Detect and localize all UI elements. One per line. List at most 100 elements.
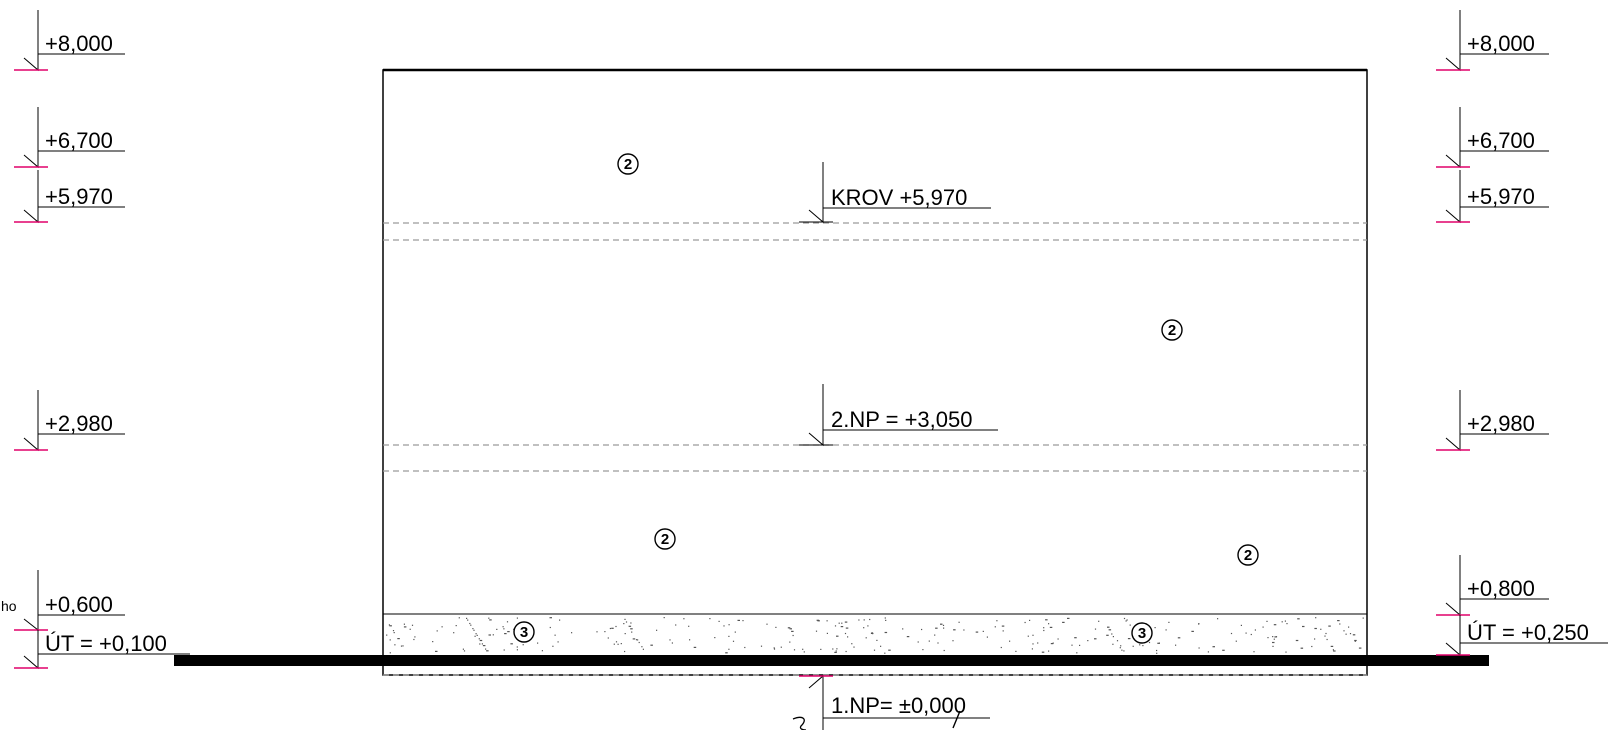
stipple-dot: [466, 617, 468, 619]
stipple-dot: [403, 623, 405, 625]
stipple-dot: [504, 633, 507, 635]
stipple-dot: [549, 626, 551, 629]
stipple-dot: [615, 625, 617, 628]
stipple-dot: [847, 636, 849, 638]
stipple-dot: [885, 619, 887, 621]
stipple-dot: [1285, 651, 1287, 653]
stipple-dot: [888, 649, 891, 651]
level-label: ÚT = +0,100: [45, 631, 167, 656]
stipple-dot: [1245, 632, 1247, 634]
stipple-dot: [507, 631, 510, 633]
stipple-dot: [604, 631, 606, 633]
level-triangle: [808, 674, 824, 689]
stipple-dot: [671, 642, 673, 644]
level-label: +8,000: [45, 31, 113, 56]
stipple-dot: [802, 648, 804, 650]
stipple-dot: [766, 623, 768, 625]
level-label: +2,980: [1467, 411, 1535, 436]
stipple-dot: [1302, 625, 1305, 628]
stipple-dot: [549, 617, 552, 619]
stipple-dot: [1191, 630, 1194, 632]
stipple-dot: [1315, 617, 1317, 619]
stipple-dot: [1032, 634, 1034, 636]
left-level-marker: +8,000: [14, 10, 125, 72]
stipple-dot: [1031, 648, 1033, 650]
level-triangle: [23, 655, 39, 670]
stipple-dot: [1325, 632, 1327, 635]
stipple-dot: [488, 634, 491, 636]
stipple-dot: [1009, 640, 1011, 642]
left-level-marker: ÚT = +0,100: [14, 630, 190, 670]
stipple-dot: [1106, 634, 1109, 636]
stipple-dot: [397, 638, 400, 640]
stipple-dot: [820, 648, 822, 650]
level-triangle: [23, 618, 39, 632]
material-tag: 2: [617, 153, 639, 175]
stipple-dot: [635, 639, 638, 641]
stipple-dot: [441, 626, 443, 628]
stipple-dot: [858, 619, 860, 621]
stipple-dot: [1250, 633, 1252, 636]
stipple-dot: [1148, 641, 1151, 644]
stipple-dot: [624, 633, 626, 635]
right-level-marker: +5,970: [1436, 170, 1549, 224]
stipple-dot: [952, 640, 954, 642]
stipple-dot: [1123, 617, 1126, 620]
stipple-dot: [844, 621, 848, 623]
stipple-dot: [884, 652, 886, 654]
stipple-dot: [1230, 632, 1233, 635]
stipple-dot: [714, 637, 716, 639]
stipple-dot: [506, 621, 509, 623]
stipple-dot: [836, 648, 838, 650]
stipple-dot: [789, 641, 791, 643]
stipple-dot: [928, 640, 930, 642]
stipple-dot: [1045, 619, 1048, 621]
stipple-dot: [516, 617, 518, 619]
stipple-dot: [1330, 645, 1334, 647]
stipple-dot: [436, 630, 438, 632]
stipple-pattern: [386, 617, 1364, 654]
stipple-dot: [872, 633, 874, 635]
stipple-dot: [982, 630, 984, 632]
stipple-dot: [1165, 629, 1167, 631]
building-outline: [382, 69, 1368, 676]
stipple-dot: [863, 627, 865, 629]
stipple-dot: [935, 627, 938, 629]
stipple-dot: [921, 628, 923, 631]
stipple-dot: [1029, 619, 1031, 621]
stipple-dot: [392, 630, 395, 632]
stipple-dot: [937, 642, 939, 644]
left-level-marker: +0,600 ho: [1, 570, 125, 632]
stipple-dot: [1108, 629, 1112, 631]
stipple-dot: [876, 639, 878, 641]
stipple-dot: [760, 645, 763, 647]
stipple-dot: [615, 641, 618, 643]
material-tag: 2: [1161, 319, 1183, 341]
stipple-dot: [502, 626, 504, 628]
stipple-dot: [489, 619, 492, 621]
level-triangle: [23, 154, 39, 169]
stipple-dot: [1314, 638, 1316, 640]
stipple-dot: [631, 631, 633, 633]
stipple-dot: [1354, 639, 1357, 642]
stipple-dot: [1320, 628, 1322, 630]
stipple-dot: [940, 623, 943, 625]
material-tag-circle: [617, 153, 639, 175]
material-tag-number: 2: [661, 531, 669, 548]
stipple-dot: [1235, 640, 1237, 642]
stipple-dot: [1168, 621, 1170, 623]
stipple-dot: [734, 631, 736, 633]
stipple-dot: [650, 644, 653, 646]
stipple-dot: [1295, 639, 1299, 642]
stipple-dot: [863, 619, 865, 621]
stipple-dot: [1222, 649, 1225, 651]
stipple-dot: [869, 618, 871, 621]
stipple-dot: [596, 631, 598, 633]
stipple-dot: [906, 636, 910, 638]
ground-line: [174, 655, 1489, 666]
stipple-dot: [400, 645, 403, 647]
material-tag: 3: [513, 621, 535, 643]
stipple-dot: [432, 641, 434, 643]
stipple-dot: [1177, 637, 1181, 639]
stipple-dot: [620, 643, 622, 645]
